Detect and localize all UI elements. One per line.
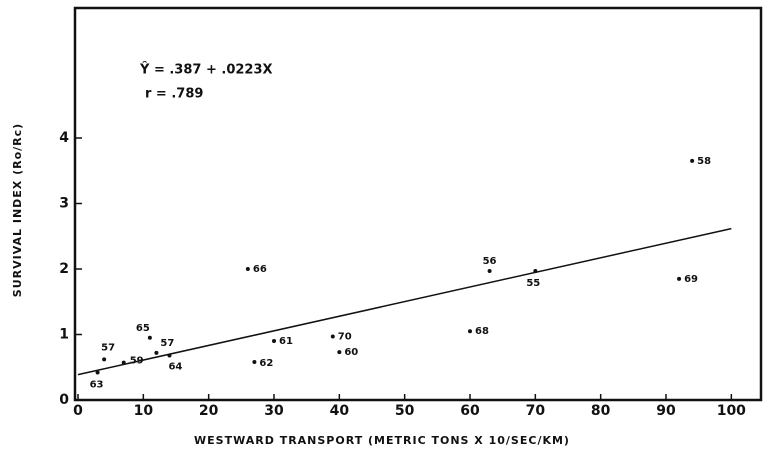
data-point xyxy=(95,370,100,375)
y-tick-label: 1 xyxy=(59,327,69,343)
y-tick-label: 0 xyxy=(59,392,69,408)
data-point xyxy=(337,350,342,355)
data-point xyxy=(147,335,152,340)
y-tick-label: 4 xyxy=(59,130,69,146)
data-point xyxy=(167,353,172,358)
point-label: 69 xyxy=(684,274,698,285)
x-tick-label: 10 xyxy=(134,403,154,419)
point-label: 55 xyxy=(526,278,540,289)
correlation: r = .789 xyxy=(145,87,203,102)
data-point xyxy=(533,268,538,273)
x-tick-label: 30 xyxy=(264,403,284,419)
data-point xyxy=(487,268,492,273)
data-point xyxy=(154,350,159,355)
point-label: 61 xyxy=(279,336,293,347)
y-tick-label: 3 xyxy=(59,196,69,212)
data-point xyxy=(677,276,682,281)
point-label: 57 xyxy=(101,342,115,353)
x-tick-label: 90 xyxy=(656,403,676,419)
x-tick-label: 80 xyxy=(591,403,611,419)
x-tick-label: 70 xyxy=(526,403,546,419)
point-label: 59 xyxy=(130,356,144,367)
data-point xyxy=(330,334,335,339)
point-label: 58 xyxy=(697,156,711,167)
data-point xyxy=(690,158,695,163)
point-label: 68 xyxy=(475,326,489,337)
point-label: 57 xyxy=(160,338,174,349)
y-tick-label: 2 xyxy=(59,261,69,277)
point-label: 56 xyxy=(483,256,497,267)
x-tick-label: 60 xyxy=(460,403,480,419)
point-label: 66 xyxy=(253,264,267,275)
data-point xyxy=(272,339,276,344)
x-axis-label: WESTWARD TRANSPORT (METRIC TONS X 10/SEC… xyxy=(194,434,570,447)
x-tick-label: 0 xyxy=(73,403,83,419)
point-label: 60 xyxy=(344,347,358,358)
data-point xyxy=(252,360,257,365)
y-axis-label: SURVIVAL INDEX (Ro/Rc) xyxy=(11,123,24,297)
data-point xyxy=(121,360,126,365)
point-label: 62 xyxy=(259,358,273,369)
equation: Ŷ = .387 + .0223X xyxy=(139,62,273,78)
data-point xyxy=(102,357,107,362)
x-tick-label: 40 xyxy=(330,403,350,419)
x-tick-label: 50 xyxy=(395,403,415,419)
point-label: 64 xyxy=(168,361,182,372)
data-point xyxy=(468,329,472,334)
fit-line xyxy=(77,227,732,376)
x-tick-label: 100 xyxy=(717,403,746,419)
data-point xyxy=(245,267,250,271)
point-label: 63 xyxy=(90,379,104,390)
point-label: 70 xyxy=(338,331,352,342)
point-label: 65 xyxy=(136,323,150,334)
x-tick-label: 20 xyxy=(199,403,219,419)
